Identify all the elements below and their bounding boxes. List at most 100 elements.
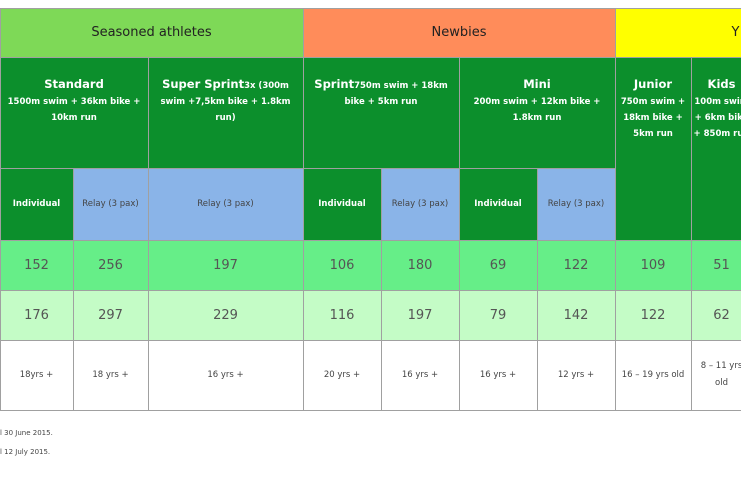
- type-cell: Relay (3 pax): [147, 167, 304, 241]
- price: 176: [24, 307, 49, 323]
- age-cell: 20 yrs +: [302, 339, 382, 411]
- price: 297: [98, 307, 123, 323]
- age: 16 yrs +: [207, 369, 244, 380]
- price-cell: 109: [614, 239, 692, 291]
- age-cell: 16 – 19 yrs old: [614, 339, 692, 411]
- type-cell: Relay (3 pax): [72, 167, 149, 241]
- event-title: Super Sprint: [162, 76, 245, 91]
- type-label: Individual: [318, 198, 366, 209]
- price-cell: 51: [690, 239, 741, 291]
- price-cell: 197: [380, 289, 460, 341]
- age: 20 yrs +: [323, 369, 361, 380]
- price-cell: 297: [72, 289, 149, 341]
- age-cell: 18yrs +: [0, 339, 74, 411]
- type-cell: Individual: [0, 167, 74, 241]
- event-title: Kids: [707, 76, 736, 91]
- group-title: Seasoned athletes: [91, 25, 212, 40]
- age: 12 yrs +: [557, 369, 595, 380]
- event-desc: 100m swim + 6km bike + 850m run: [693, 96, 741, 139]
- price: 106: [329, 257, 355, 273]
- price: 51: [713, 257, 730, 273]
- age: 18yrs +: [19, 369, 54, 380]
- group-title: Newbies: [431, 25, 487, 40]
- price: 79: [489, 307, 507, 323]
- price-cell: 256: [72, 239, 149, 291]
- age-cell: 16 yrs +: [147, 339, 304, 411]
- age: 8 – 11 yrs old: [700, 361, 741, 388]
- type-label: Relay (3 pax): [197, 198, 254, 209]
- price: 152: [24, 257, 49, 273]
- group-header: Newbies: [302, 7, 616, 58]
- price: 180: [407, 257, 433, 273]
- event-cell: Kids 100m swim + 6km bike + 850m run: [690, 56, 741, 241]
- price-cell: 69: [458, 239, 538, 291]
- event-desc: 750m swim + 18km bike + 5km run: [620, 96, 686, 139]
- price-cell: 79: [458, 289, 538, 341]
- price: 122: [640, 307, 666, 323]
- group-title: Y: [731, 25, 740, 40]
- event-text: Mini 200m swim + 12km bike + 1.8km run: [466, 76, 609, 126]
- footnote: l 12 July 2015.: [0, 448, 51, 456]
- footnote: l 30 June 2015.: [0, 429, 53, 437]
- age: 16 yrs +: [401, 369, 439, 380]
- event-cell: Super Sprint3x (300m swim +7,5km bike + …: [147, 56, 304, 169]
- event-desc: 750m swim + 18km bike + 5km run: [344, 80, 448, 107]
- event-title: Sprint: [314, 76, 355, 91]
- event-title: Standard: [44, 76, 104, 91]
- age: 16 – 19 yrs old: [621, 369, 685, 380]
- type-cell: Individual: [302, 167, 382, 241]
- type-cell: Relay (3 pax): [380, 167, 460, 241]
- age: 18 yrs +: [92, 369, 129, 380]
- price-cell: 116: [302, 289, 382, 341]
- price: 62: [713, 307, 730, 323]
- event-text: Sprint750m swim + 18km bike + 5km run: [310, 76, 453, 110]
- price: 109: [640, 257, 666, 273]
- price: 69: [489, 257, 507, 273]
- price-cell: 180: [380, 239, 460, 291]
- event-desc: 200m swim + 12km bike + 1.8km run: [473, 96, 601, 123]
- type-cell: Individual: [458, 167, 538, 241]
- event-title: Mini: [523, 76, 551, 91]
- event-text: Standard 1500m swim + 36km bike + 10km ru…: [7, 76, 142, 126]
- age-cell: 18 yrs +: [72, 339, 149, 411]
- price: 229: [213, 307, 238, 323]
- price-cell: 122: [536, 239, 616, 291]
- price-cell: 106: [302, 239, 382, 291]
- type-cell: Relay (3 pax): [536, 167, 616, 241]
- group-header: Seasoned athletes: [0, 7, 304, 58]
- event-cell: Standard 1500m swim + 36km bike + 10km ru…: [0, 56, 149, 169]
- price: 116: [329, 307, 355, 323]
- event-cell: Junior 750m swim + 18km bike + 5km run: [614, 56, 692, 241]
- age: 16 yrs +: [479, 369, 517, 380]
- price: 197: [407, 307, 433, 323]
- price-cell: 142: [536, 289, 616, 341]
- age-cell: 16 yrs +: [380, 339, 460, 411]
- price: 122: [563, 257, 589, 273]
- price: 256: [98, 257, 123, 273]
- price-cell: 122: [614, 289, 692, 341]
- price-cell: 229: [147, 289, 304, 341]
- price-cell: 62: [690, 289, 741, 341]
- event-cell: Mini 200m swim + 12km bike + 1.8km run: [458, 56, 616, 169]
- price-cell: 176: [0, 289, 74, 341]
- type-label: Relay (3 pax): [82, 198, 139, 209]
- group-header: Y: [614, 7, 741, 58]
- age-cell: 16 yrs +: [458, 339, 538, 411]
- event-text: Super Sprint3x (300m swim +7,5km bike + …: [155, 76, 297, 126]
- event-cell: Sprint750m swim + 18km bike + 5km run: [302, 56, 460, 169]
- price: 197: [213, 257, 238, 273]
- type-label: Individual: [474, 198, 522, 209]
- event-desc: 3x (300m swim +7,5km bike + 1.8km run): [160, 80, 291, 123]
- age-cell: 12 yrs +: [536, 339, 616, 411]
- type-label: Relay (3 pax): [391, 198, 449, 209]
- event-desc: 1500m swim + 36km bike + 10km run: [7, 96, 141, 123]
- age-cell: 8 – 11 yrs old: [690, 339, 741, 411]
- price: 142: [563, 307, 589, 323]
- event-text: Junior 750m swim + 18km bike + 5km run: [618, 76, 689, 142]
- event-title: Junior: [633, 76, 673, 91]
- price-cell: 152: [0, 239, 74, 291]
- event-text: Kids 100m swim + 6km bike + 850m run: [694, 76, 741, 142]
- price-cell: 197: [147, 239, 304, 291]
- type-label: Individual: [12, 198, 61, 209]
